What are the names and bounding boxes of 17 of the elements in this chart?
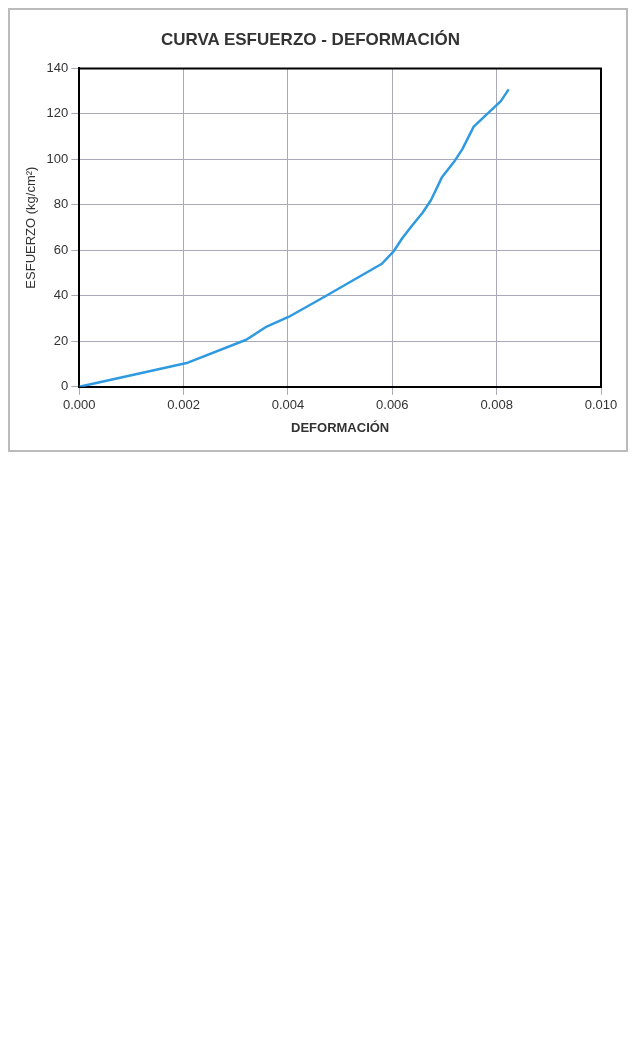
x-tick-label: 0.010 — [584, 397, 618, 413]
y-tick-label: 140 — [46, 59, 69, 75]
y-tick-label: 0 — [61, 378, 69, 394]
y-tick-label: 100 — [46, 150, 69, 166]
x-tick-label: 0.008 — [480, 397, 513, 413]
y-tick-label: 60 — [53, 241, 69, 257]
y-axis-title: ESFUERZO (kg/cm²) — [23, 166, 39, 289]
x-axis-title: DEFORMACIÓN — [291, 419, 390, 435]
y-tick-label: 20 — [53, 332, 69, 348]
y-tick-label: 120 — [46, 105, 69, 121]
x-tick-label: 0.004 — [271, 397, 305, 413]
x-tick-label: 0.006 — [376, 397, 409, 413]
x-tick-label: 0.000 — [63, 397, 96, 413]
y-tick-label: 80 — [53, 196, 69, 212]
y-tick-label: 40 — [53, 287, 69, 303]
x-tick-label: 0.002 — [167, 397, 200, 413]
chart-title: CURVA ESFUERZO - DEFORMACIÓN — [160, 29, 461, 49]
